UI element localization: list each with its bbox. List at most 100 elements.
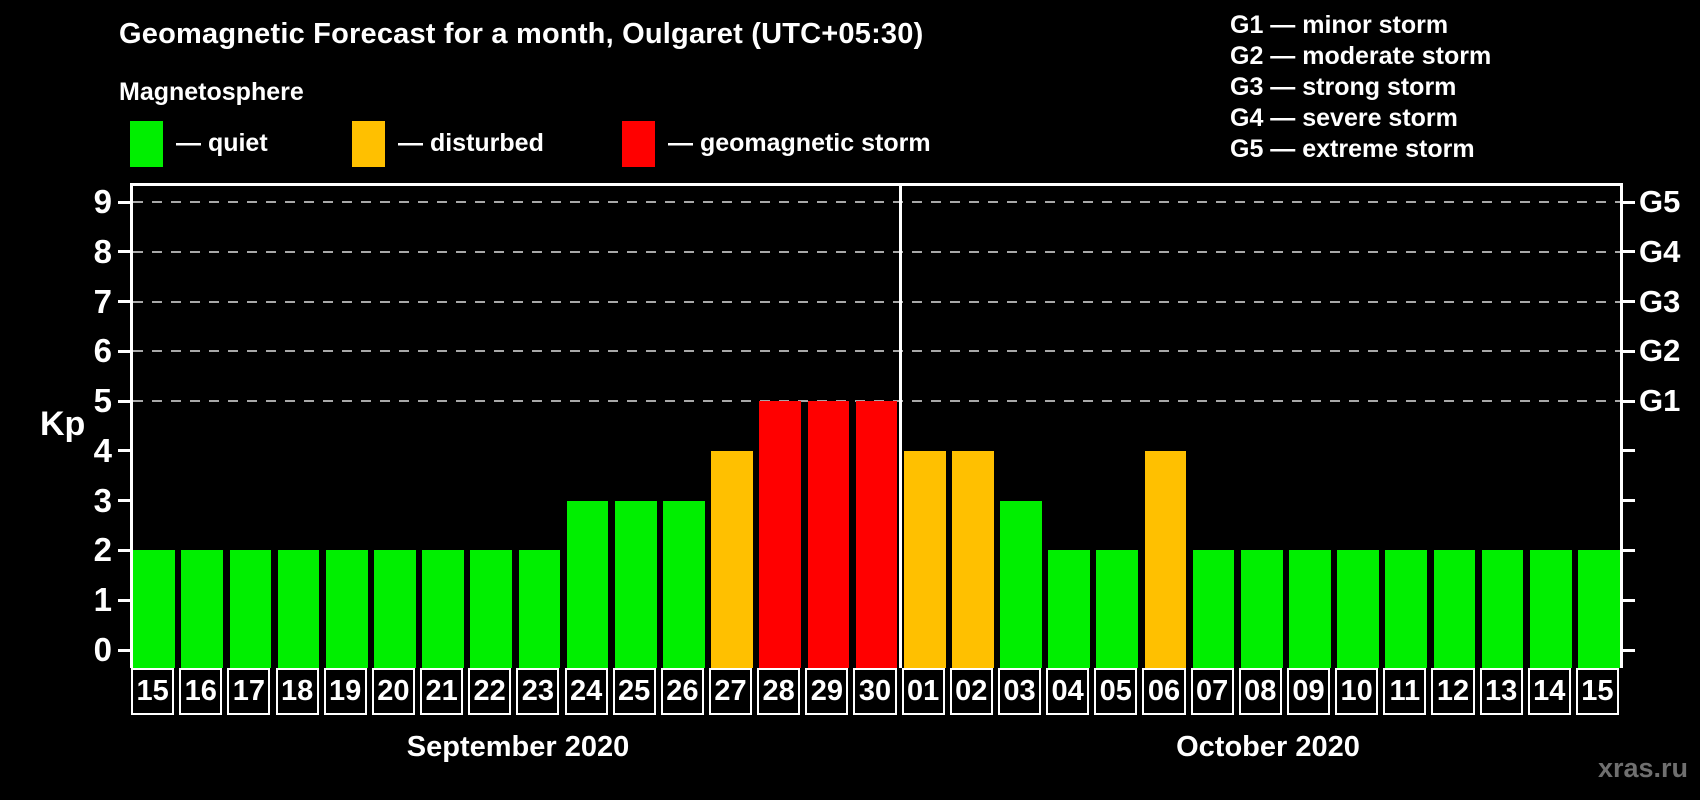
kp-bar-09	[1289, 550, 1331, 668]
y-tick-label-6: 6	[93, 332, 112, 370]
y-axis-tick-left	[118, 399, 130, 403]
gridline-kp8	[133, 250, 1620, 253]
day-label-box-26: 26	[660, 668, 704, 715]
day-label-box-28: 28	[757, 668, 801, 715]
day-label-box-06: 06	[1142, 668, 1186, 715]
kp-bar-02	[951, 450, 994, 668]
day-label-box-23: 23	[516, 668, 560, 715]
day-label-box-24: 24	[564, 668, 608, 715]
y-axis-tick-left	[118, 499, 130, 503]
day-label-box-21: 21	[420, 668, 464, 715]
day-label-box-29: 29	[805, 668, 849, 715]
y-axis-tick-right	[1623, 598, 1635, 602]
kp-bar-25	[614, 500, 657, 668]
g-axis-label-g4: G4	[1639, 233, 1681, 269]
legend-item-storm: — geomagnetic storm	[622, 120, 931, 167]
month-label-october: October 2020	[1176, 731, 1360, 763]
g-axis-label-g2: G2	[1639, 333, 1681, 369]
month-label-september: September 2020	[406, 731, 630, 763]
y-axis-tick-left	[118, 598, 130, 602]
day-label-box-02: 02	[949, 668, 993, 715]
day-label-box-05: 05	[1094, 668, 1138, 715]
legend-item-disturbed: — disturbed	[352, 120, 544, 167]
kp-bar-08	[1240, 550, 1283, 668]
day-label-box-08: 08	[1238, 668, 1282, 715]
y-tick-label-3: 3	[93, 481, 112, 519]
kp-bar-21	[422, 550, 464, 668]
kp-bar-28	[759, 401, 802, 668]
storm-color-swatch	[622, 120, 655, 167]
day-label-box-30: 30	[853, 668, 897, 715]
day-label-box-25: 25	[612, 668, 656, 715]
kp-bar-20	[374, 550, 416, 668]
y-tick-label-1: 1	[93, 581, 112, 619]
y-tick-label-4: 4	[93, 431, 112, 469]
g-legend-line-g2: G2 — moderate storm	[1230, 42, 1492, 70]
kp-bar-11	[1385, 550, 1428, 668]
kp-bar-03	[1000, 500, 1042, 668]
kp-bar-10	[1337, 550, 1379, 668]
day-label-box-16: 16	[179, 668, 223, 715]
g-legend-line-g4: G4 — severe storm	[1230, 104, 1458, 132]
day-label-box-15: 15	[131, 668, 175, 715]
y-axis-tick-right	[1623, 349, 1635, 353]
g-axis-label-g1: G1	[1639, 383, 1681, 419]
y-axis-label: Kp	[40, 405, 86, 443]
kp-bar-04	[1048, 550, 1091, 668]
y-axis-tick-right	[1623, 449, 1635, 453]
quiet-color-swatch	[130, 120, 163, 167]
kp-bar-13	[1481, 550, 1524, 668]
kp-bar-24	[566, 500, 609, 668]
g-axis-label-g5: G5	[1639, 184, 1681, 219]
legend-label-disturbed: — disturbed	[398, 129, 544, 157]
kp-bar-26	[663, 500, 705, 668]
kp-bar-18	[277, 550, 320, 668]
day-label-box-19: 19	[323, 668, 367, 715]
day-label-box-09: 09	[1286, 668, 1331, 715]
g-legend-line-g1: G1 — minor storm	[1230, 11, 1449, 39]
kp-bar-07	[1192, 550, 1235, 668]
y-axis-tick-left	[118, 548, 130, 552]
day-label-box-07: 07	[1190, 668, 1234, 715]
watermark: xras.ru	[1597, 753, 1688, 783]
day-label-box-01: 01	[901, 668, 945, 715]
y-axis-tick-right	[1623, 648, 1635, 652]
day-label-box-17: 17	[227, 668, 271, 715]
y-axis-tick-right	[1623, 548, 1635, 552]
kp-bar-15	[133, 550, 175, 668]
day-label-box-10: 10	[1335, 668, 1379, 715]
kp-bar-19	[325, 550, 368, 668]
day-label-box-14: 14	[1527, 668, 1571, 715]
kp-bar-06	[1144, 450, 1187, 668]
y-tick-label-5: 5	[93, 382, 112, 420]
disturbed-color-swatch	[352, 120, 385, 167]
kp-bar-17	[229, 550, 272, 668]
month-separator-line	[899, 183, 903, 668]
kp-bar-01	[903, 450, 946, 668]
gridline-kp6	[133, 350, 1620, 353]
y-axis-tick-right	[1623, 200, 1635, 204]
g-legend-line-g3: G3 — strong storm	[1230, 73, 1457, 101]
gridline-kp9	[133, 201, 1620, 203]
day-label-box-27: 27	[708, 668, 753, 715]
day-label-box-20: 20	[371, 668, 415, 715]
day-label-box-11: 11	[1383, 668, 1427, 715]
y-axis-tick-left	[118, 449, 130, 453]
y-axis-tick-right	[1623, 300, 1635, 304]
kp-bar-15	[1578, 550, 1620, 668]
y-axis-tick-left	[118, 250, 130, 254]
y-tick-label-9: 9	[93, 183, 112, 220]
kp-bar-30	[855, 401, 898, 668]
day-label-box-18: 18	[275, 668, 319, 715]
legend-label-storm: — geomagnetic storm	[668, 129, 931, 157]
y-axis-tick-right	[1623, 499, 1635, 503]
kp-bar-29	[807, 401, 850, 668]
y-axis-tick-left	[118, 648, 130, 652]
y-axis-tick-left	[118, 300, 130, 304]
y-tick-label-0: 0	[93, 631, 112, 668]
y-tick-label-2: 2	[93, 531, 112, 569]
legend-item-quiet: — quiet	[130, 120, 268, 167]
y-axis-tick-right	[1623, 399, 1635, 403]
day-label-box-04: 04	[1046, 668, 1090, 715]
